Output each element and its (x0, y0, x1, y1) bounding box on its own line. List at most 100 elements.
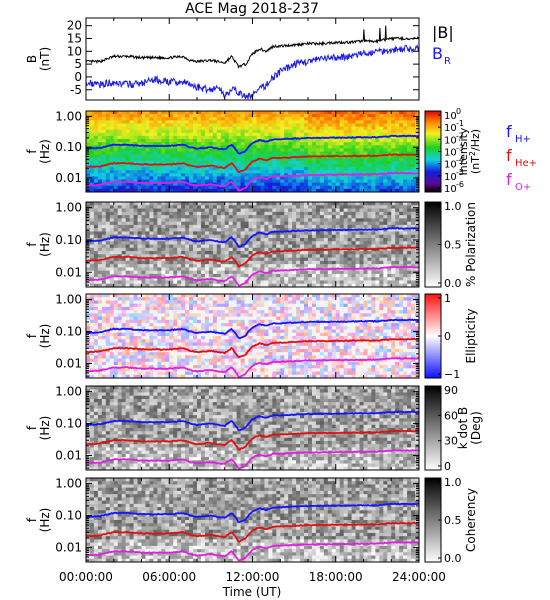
chart-title: ACE Mag 2018-237 (185, 1, 319, 17)
coherency-y-axis-label: f(Hz) (25, 508, 52, 533)
legend-fO-subscript: O+ (515, 182, 531, 193)
bfield-y-label-line1: B (25, 55, 39, 63)
k-dot-b-fHe-line (85, 429, 420, 451)
k-dot-b-y-label-unit: (Hz) (38, 416, 52, 441)
coherency-y-tick-label: 0.01 (55, 540, 82, 554)
ellipticity-y-tick-label: 0.10 (55, 325, 82, 339)
intensity-y-tick-label: 1.00 (55, 109, 82, 123)
polarization-y-label-f: f (25, 242, 39, 247)
bfield-y-tick-label: -5 (70, 83, 82, 97)
k-dot-b-fH-line (85, 410, 420, 432)
intensity-colorbar-tick-exponent: -6 (456, 180, 464, 189)
x-tick-label: 24:00:00 (392, 570, 446, 584)
intensity-colorbar-tick-exponent: -2 (456, 131, 464, 140)
k-dot-b-colorbar (424, 385, 442, 471)
intensity-colorbar-label: Intensity(nT2/Hz) (457, 127, 482, 175)
coherency-y-tick-label: 0.10 (55, 509, 82, 523)
legend-fH: f (506, 122, 512, 141)
polarization-fHe-line (85, 246, 420, 269)
polarization-colorbar-tick-label: 0.0 (444, 277, 462, 290)
ellipticity-y-tick-label: 1.00 (55, 293, 82, 307)
polarization-y-tick-label: 1.00 (55, 201, 82, 215)
ellipticity-y-axis-label: f(Hz) (25, 324, 52, 349)
intensity-colorbar-tick-label: 10 (444, 184, 457, 195)
coherency-colorbar-tick-label: 1.0 (444, 476, 462, 489)
coherency-fHe-line (85, 521, 420, 543)
intensity-y-label-f: f (25, 149, 39, 154)
intensity-colorbar-tick-label: 10 (444, 123, 457, 134)
ellipticity-colorbar-label: Ellipticity (464, 309, 478, 364)
legend-fHe: f (506, 146, 512, 165)
x-tick-label: 18:00:00 (309, 570, 363, 584)
legend-br: B (432, 44, 443, 63)
ellipticity-fH-line (85, 318, 420, 339)
ellipticity-spectrogram (86, 294, 420, 379)
bfield-y-tick-label: 20 (67, 19, 82, 33)
ellipticity-fO-line (85, 357, 420, 379)
coherency-colorbar-tick-label: 0.0 (444, 552, 462, 565)
k-dot-b-y-tick-label: 0.01 (55, 448, 82, 462)
coherency-colorbar-tick-label: 0.5 (444, 514, 462, 527)
intensity-colorbar-tick-exponent: 0 (456, 107, 461, 116)
ellipticity-y-tick-label: 0.01 (55, 356, 82, 370)
coherency-y-tick-label: 1.00 (55, 477, 82, 491)
kdotb-colorbar-label-line1: k dot B (456, 407, 470, 449)
bfield-y-tick-label: 10 (67, 44, 82, 58)
k-dot-b-y-tick-label: 1.00 (55, 385, 82, 399)
legend-br-subscript: R (444, 56, 451, 67)
bfield-y-tick-label: 0 (74, 70, 82, 84)
ellipticity-y-label-f: f (25, 333, 39, 338)
intensity-spectrogram (86, 111, 420, 193)
intensity-colorbar-label-tail: /Hz) (469, 129, 482, 151)
intensity-colorbar-label-sup: 2 (468, 151, 477, 156)
legend-fO: f (506, 170, 512, 189)
intensity-colorbar-tick-label: 10 (444, 111, 457, 122)
k-dot-b-colorbar-tick-label: 90 (444, 384, 458, 397)
intensity-colorbar-tick-exponent: -1 (456, 119, 464, 128)
polarization-fH-line (85, 226, 420, 249)
coherency-y-label-f: f (25, 517, 39, 522)
bfield-y-label-line2: (nT) (38, 47, 52, 71)
polarization-y-tick-label: 0.01 (55, 265, 82, 279)
kdotb-colorbar-label: k dot B(Deg) (456, 407, 483, 449)
intensity-colorbar-tick-exponent: -3 (456, 144, 464, 153)
k-dot-b-y-tick-label: 0.10 (55, 417, 82, 431)
ellipticity-y-label-unit: (Hz) (38, 324, 52, 349)
x-tick-label: 12:00:00 (226, 570, 280, 584)
ellipticity-fHe-line (85, 337, 420, 359)
btotal-series-line (85, 25, 420, 69)
legend-fHe-subscript: He+ (515, 158, 537, 169)
polarization-y-axis-label: f(Hz) (25, 232, 52, 257)
intensity-colorbar-label-unit: (nT (469, 156, 482, 174)
k-dot-b-y-axis-label: f(Hz) (25, 416, 52, 441)
intensity-colorbar-tick-label: 10 (444, 172, 457, 183)
x-tick-label: 06:00:00 (142, 570, 196, 584)
bfield-y-axis-label: B(nT) (25, 47, 52, 71)
intensity-y-tick-label: 0.01 (55, 171, 82, 185)
intensity-colorbar-tick-label: 10 (444, 160, 457, 171)
ellipticity-colorbar-tick-label: 1 (444, 292, 451, 305)
coherency-fO-line (85, 541, 420, 562)
intensity-fO-line (85, 171, 419, 193)
legend-fH-subscript: H+ (515, 134, 531, 145)
k-dot-b-colorbar-tick-label: 60 (444, 409, 458, 422)
intensity-colorbar-tick-label: 10 (444, 135, 457, 146)
k-dot-b-colorbar-tick-label: 0 (444, 460, 451, 473)
ellipticity-colorbar-tick-label: −1 (444, 368, 460, 381)
polarization-colorbar-tick-label: 1.0 (444, 200, 462, 213)
coherency-fH-line (85, 502, 420, 524)
intensity-colorbar-tick-exponent: -5 (456, 168, 464, 177)
intensity-fH-line (85, 134, 420, 155)
bfield-plot-area (86, 18, 419, 100)
x-tick-label: 00:00:00 (59, 570, 113, 584)
k-dot-b-y-label-f: f (25, 425, 39, 430)
ellipticity-colorbar-tick-label: 0 (444, 330, 451, 343)
intensity-y-label-unit: (Hz) (38, 139, 52, 164)
intensity-fHe-line (85, 153, 419, 174)
polarization-y-label-unit: (Hz) (38, 232, 52, 257)
k-dot-b-colorbar-tick-label: 30 (444, 435, 458, 448)
intensity-colorbar-tick-exponent: -4 (456, 156, 464, 165)
legend-btotal: |B| (432, 23, 454, 42)
polarization-y-tick-label: 0.10 (55, 233, 82, 247)
bfield-y-tick-label: 5 (74, 57, 82, 71)
